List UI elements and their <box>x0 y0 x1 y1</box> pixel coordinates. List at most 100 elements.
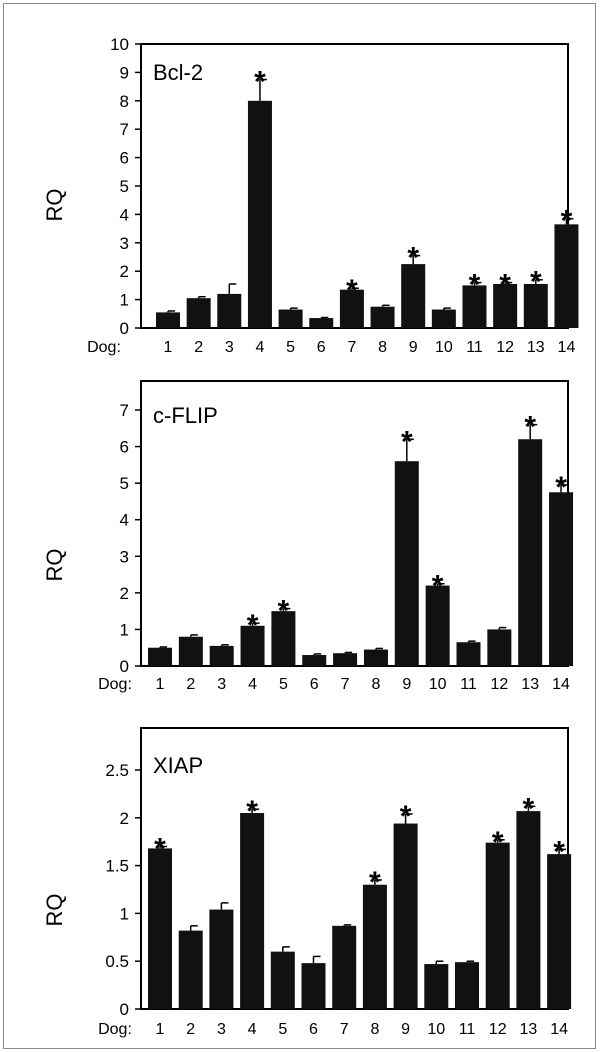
bcl2-x-tick-label: 13 <box>527 339 545 356</box>
cflip-x-tick-label: 2 <box>186 676 195 693</box>
cflip-x-tick-label: 1 <box>156 676 165 693</box>
cflip-significance-marker: * <box>401 425 413 458</box>
bcl2-significance-marker: * <box>407 242 419 275</box>
cflip-y-tick-label: 7 <box>120 401 129 420</box>
xiap-x-tick-label: 3 <box>217 1021 226 1038</box>
xiap-significance-marker: * <box>154 832 166 865</box>
bcl2-significance-marker: * <box>346 274 358 307</box>
bcl2-bar <box>370 306 395 328</box>
cflip-bar <box>148 647 172 666</box>
cflip-y-tick-label: 6 <box>120 438 129 457</box>
cflip-x-tick-label: 5 <box>279 676 288 693</box>
bcl2-x-tick-label: 3 <box>225 339 234 356</box>
xiap-bar <box>516 811 541 1009</box>
cflip-y-tick-label: 2 <box>120 584 129 603</box>
cflip-y-axis-label: RQ <box>42 549 67 582</box>
xiap-bar <box>424 964 449 1009</box>
xiap-significance-marker: * <box>553 835 565 868</box>
xiap-y-tick-label: 2.5 <box>105 761 129 780</box>
xiap-significance-marker: * <box>400 800 412 833</box>
xiap-significance-marker: * <box>492 826 504 859</box>
xiap-x-tick-label: 8 <box>370 1021 379 1038</box>
xiap-y-axis-label: RQ <box>42 894 67 927</box>
bcl2-bar <box>186 298 211 328</box>
chart-panel-cflip: 0 1 2 3 4 5 6 7 RQ c-FLIP Dog: 1 2 3 * 4 * 5 6 7 8 * 9 * 10 11 12 *… <box>0 365 601 700</box>
bcl2-x-tick-label: 14 <box>558 339 576 356</box>
bcl2-y-tick-label: 5 <box>120 177 129 196</box>
cflip-chart-title: c-FLIP <box>153 403 218 428</box>
bcl2-bar <box>554 224 579 328</box>
cflip-x-tick-label: 7 <box>341 676 350 693</box>
bcl2-significance-marker: * <box>561 205 573 238</box>
bcl2-significance-marker: * <box>469 269 481 302</box>
cflip-bar <box>271 611 296 666</box>
cflip-significance-marker: * <box>278 595 290 628</box>
bcl2-y-tick-label: 3 <box>120 234 129 253</box>
cflip-significance-marker: * <box>247 609 259 642</box>
bcl2-significance-marker: * <box>254 66 266 99</box>
bcl2-y-tick-label: 10 <box>110 35 129 54</box>
xiap-x-tick-label: 13 <box>520 1021 538 1038</box>
bcl2-y-tick-label: 1 <box>120 291 129 310</box>
bcl2-y-tick-label: 6 <box>120 149 129 168</box>
figure-frame <box>3 3 596 1049</box>
bcl2-chart-title: Bcl-2 <box>153 60 203 85</box>
xiap-x-prefix: Dog: <box>98 1021 132 1038</box>
xiap-y-tick-label: 1.5 <box>105 857 129 876</box>
bcl2-y-tick-label: 2 <box>120 262 129 281</box>
xiap-bar <box>240 813 265 1009</box>
xiap-significance-marker: * <box>246 795 258 828</box>
xiap-x-tick-label: 9 <box>401 1021 410 1038</box>
bcl2-x-tick-label: 12 <box>496 339 514 356</box>
cflip-significance-marker: * <box>555 471 567 504</box>
cflip-bar <box>363 649 388 666</box>
cflip-x-tick-label: 11 <box>460 676 477 693</box>
cflip-x-tick-label: 13 <box>521 676 539 693</box>
xiap-bar <box>547 854 572 1009</box>
xiap-x-tick-label: 7 <box>340 1021 349 1038</box>
bcl2-x-tick-label: 10 <box>435 339 453 356</box>
bcl2-y-tick-label: 4 <box>120 205 129 224</box>
cflip-y-tick-label: 1 <box>120 620 129 639</box>
xiap-x-tick-label: 6 <box>309 1021 318 1038</box>
cflip-x-tick-label: 4 <box>248 676 257 693</box>
bcl2-significance-marker: * <box>499 269 511 302</box>
bcl2-x-tick-label: 2 <box>194 339 203 356</box>
xiap-y-tick-label: 1 <box>120 904 129 923</box>
bcl2-bar <box>493 283 518 328</box>
cflip-bar <box>487 629 512 666</box>
xiap-significance-marker: * <box>369 866 381 899</box>
cflip-y-tick-label: 0 <box>120 657 129 676</box>
xiap-bar <box>301 963 326 1009</box>
bcl2-y-tick-label: 9 <box>120 63 129 82</box>
bcl2-x-prefix: Dog: <box>87 339 121 356</box>
xiap-bar <box>455 962 479 1009</box>
bcl2-x-tick-label: 1 <box>164 339 173 356</box>
cflip-bar <box>333 653 358 666</box>
cflip-significance-marker: * <box>432 570 444 603</box>
xiap-x-tick-label: 12 <box>489 1021 507 1038</box>
bcl2-x-tick-label: 9 <box>409 339 418 356</box>
cflip-bar <box>549 492 574 666</box>
bcl2-y-axis-label: RQ <box>42 189 67 222</box>
xiap-chart-title: XIAP <box>153 753 203 778</box>
cflip-x-tick-label: 9 <box>402 676 411 693</box>
bcl2-x-tick-label: 4 <box>255 339 264 356</box>
cflip-y-tick-label: 4 <box>120 511 129 530</box>
cflip-significance-marker: * <box>524 411 536 444</box>
xiap-y-tick-label: 0.5 <box>105 952 129 971</box>
bcl2-x-tick-label: 6 <box>317 339 326 356</box>
bcl2-bar <box>247 100 272 328</box>
cflip-x-tick-label: 14 <box>552 676 570 693</box>
xiap-x-tick-label: 11 <box>459 1021 476 1038</box>
xiap-bar <box>332 925 357 1009</box>
cflip-y-tick-label: 3 <box>120 547 129 566</box>
chart-panel-xiap: 0 0.5 1 1.5 2 2.5 RQ XIAP Dog: * 1 2 3 * 4 5 6 7 * 8 * 9 10 11 *… <box>0 700 601 1052</box>
xiap-bar <box>393 823 418 1009</box>
cflip-bar <box>456 642 481 666</box>
cflip-bar <box>394 461 419 666</box>
bcl2-x-tick-label: 8 <box>378 339 387 356</box>
